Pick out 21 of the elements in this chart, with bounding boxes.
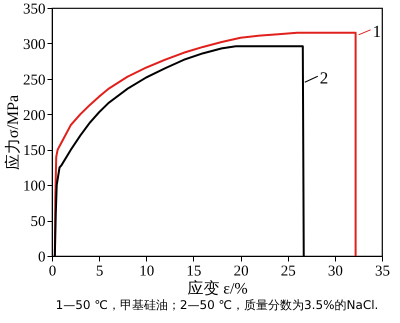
x-tick-label: 25 [280, 264, 296, 280]
y-tick-label: 250 [23, 72, 46, 88]
y-tick-label: 150 [23, 143, 46, 160]
x-tick-label: 10 [139, 264, 154, 280]
y-tick-label: 200 [23, 108, 46, 124]
x-tick-label: 15 [186, 264, 202, 280]
legend-label: 1 [372, 22, 382, 41]
y-tick-label: 350 [23, 2, 46, 18]
y-tick-label: 50 [30, 214, 46, 230]
x-tick-label: 35 [375, 264, 390, 280]
y-axis-title: 应力σ/MPa [4, 94, 22, 170]
text: 1—50 ℃，甲基硅油；2—50 ℃，质量分数为3.5%的NaCl. [56, 298, 378, 312]
x-axis-title: 应变 ε/% [187, 280, 248, 298]
legend-label: 2 [320, 68, 328, 88]
x-tick-label: 5 [96, 264, 104, 280]
x-tick-label: 20 [234, 264, 249, 280]
y-tick-label: 300 [23, 36, 46, 53]
x-tick-label: 30 [328, 264, 343, 280]
x-tick-label: 0 [48, 264, 56, 280]
y-tick-label: 100 [23, 178, 46, 195]
y-tick-label: 0 [38, 250, 46, 266]
